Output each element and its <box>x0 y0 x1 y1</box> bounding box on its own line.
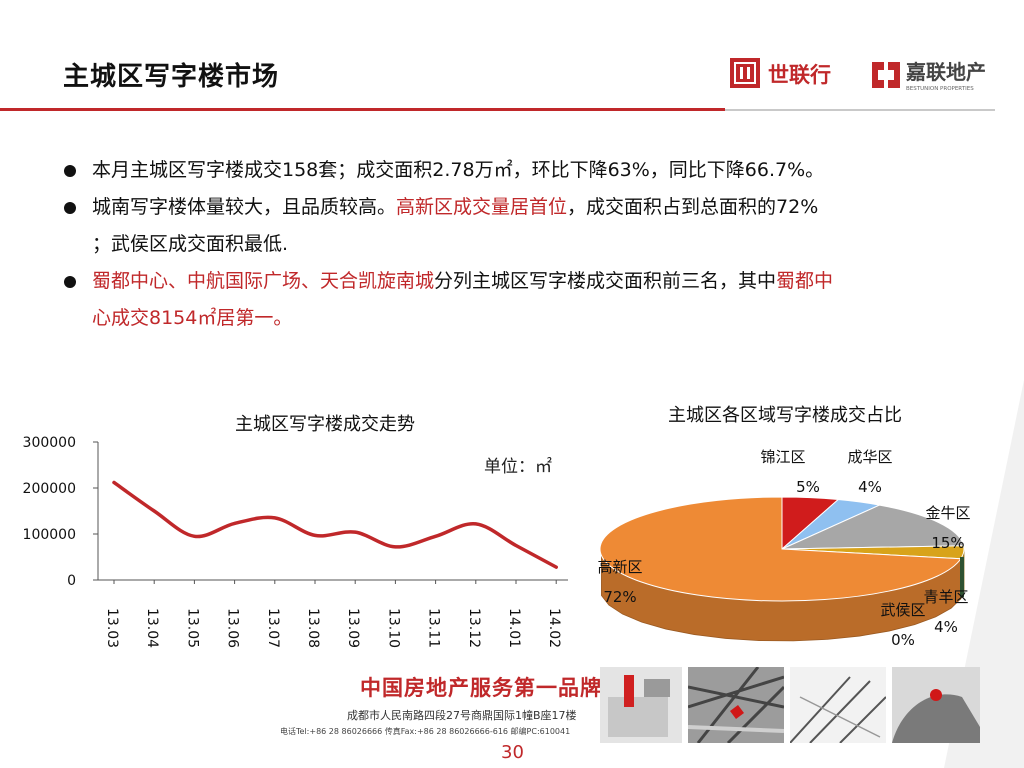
data-point <box>434 534 438 538</box>
bullet-3-highlight-projects: 蜀都中心、中航国际广场、天合凯旋南城 <box>92 270 435 292</box>
bullet-2: 城南写字楼体量较大，且品质较高。高新区成交量居首位，成交面积占到总面积的72% ；… <box>62 189 992 263</box>
bullet-2-text-a: 城南写字楼体量较大，且品质较高。 <box>92 196 397 218</box>
pie-chart-title: 主城区各区域写字楼成交占比 <box>668 405 902 426</box>
y-tick-label: 200000 <box>23 481 76 497</box>
data-point <box>112 480 116 484</box>
footer-photo-drawing <box>790 667 886 743</box>
slide-title: 主城区写字楼市场 <box>63 62 280 92</box>
x-tick-label: 13.07 <box>265 608 281 648</box>
x-tick-label: 13.04 <box>144 608 160 648</box>
line-chart-unit: 单位：㎡ <box>484 457 552 477</box>
pie-pct: 72% <box>603 588 636 606</box>
summary-bullets: 本月主城区写字楼成交158套；成交面积2.78万㎡，环比下降63%，同比下降66… <box>62 152 992 337</box>
x-tick-label: 13.06 <box>225 608 241 648</box>
page-number: 30 <box>501 742 524 763</box>
bullet-3-text-b: 分列主城区写字楼成交面积前三名，其中 <box>434 270 777 292</box>
pie-label: 锦江区 <box>760 448 805 466</box>
bullet-3-highlight-shudu: 蜀都中 <box>776 270 834 292</box>
x-tick-label: 13.12 <box>466 608 482 648</box>
footer-address: 成都市人民南路四段27号商鼎国际1幢B座17楼 <box>347 709 577 722</box>
data-point <box>474 522 478 526</box>
pie-label: 高新区 <box>597 558 642 576</box>
y-tick-label: 100000 <box>23 527 76 543</box>
svg-text:嘉联地产: 嘉联地产 <box>905 60 986 84</box>
pie-label: 青羊区 <box>923 588 968 606</box>
bullet-2-text-d: ；武侯区成交面积最低. <box>92 233 289 255</box>
data-point <box>313 533 317 537</box>
pie-pct: 0% <box>891 631 915 649</box>
pie-slice-高新区 <box>599 496 962 602</box>
bullet-2-highlight: 高新区成交量居首位 <box>396 196 568 218</box>
data-point <box>514 544 518 547</box>
bullet-2-text-c: ，成交面积占到总面积的72% <box>567 196 819 218</box>
footer-contact: 电话Tel:+86 28 86026666 传真Fax:+86 28 86026… <box>280 727 571 736</box>
footer-photo-map <box>688 667 784 743</box>
footer-photo-hand <box>892 667 980 743</box>
x-tick-label: 13.09 <box>345 608 361 648</box>
jialian-logo: 嘉联地产 BESTUNION PROPERTIES <box>872 60 986 92</box>
footer-slogan: 中国房地产服务第一品牌 <box>360 676 602 700</box>
pie-label: 武侯区 <box>880 601 925 619</box>
svg-text:世联行: 世联行 <box>768 63 831 87</box>
data-point <box>393 545 397 549</box>
data-point <box>152 509 156 513</box>
bullet-dot <box>64 276 76 288</box>
pie-label: 金牛区 <box>925 504 970 522</box>
data-point <box>192 534 196 538</box>
y-tick-label: 0 <box>67 573 76 589</box>
x-tick-label: 13.08 <box>305 608 321 648</box>
bullet-1: 本月主城区写字楼成交158套；成交面积2.78万㎡，环比下降63%，同比下降66… <box>62 152 992 189</box>
bullet-1-text: 本月主城区写字楼成交158套；成交面积2.78万㎡，环比下降63%，同比下降66… <box>92 159 825 181</box>
bullet-dot <box>64 165 76 177</box>
data-point <box>353 530 357 534</box>
x-tick-label: 13.03 <box>104 608 120 648</box>
bullet-3: 蜀都中心、中航国际广场、天合凯旋南城分列主城区写字楼成交面积前三名，其中蜀都中心… <box>62 263 992 337</box>
footer-photo-desk <box>600 667 682 743</box>
pie-pct: 4% <box>934 618 958 636</box>
pie-pct: 5% <box>796 478 820 496</box>
data-point <box>233 521 237 525</box>
line-chart-title: 主城区写字楼成交走势 <box>235 414 415 435</box>
x-tick-label: 14.02 <box>546 608 562 648</box>
pie-label: 成华区 <box>847 448 892 466</box>
svg-text:BESTUNION PROPERTIES: BESTUNION PROPERTIES <box>906 86 974 92</box>
x-tick-label: 13.11 <box>426 608 442 648</box>
y-tick-label: 300000 <box>23 435 76 451</box>
pie-chart: 高新区 72% 锦江区 5% 成华区 4% 金牛区 15% 青羊区 4% 武侯区 0% <box>597 448 970 649</box>
pie-pct: 4% <box>858 478 882 496</box>
bullet-3-highlight-shudu-cont: 心成交8154㎡居第一。 <box>92 307 293 329</box>
pie-slice-sliver <box>960 557 964 597</box>
x-tick-label: 14.01 <box>506 608 522 648</box>
shilianhang-logo: 世联行 <box>730 58 831 88</box>
title-underline-grey <box>725 109 995 111</box>
bullet-dot <box>64 202 76 214</box>
series-line <box>112 480 558 569</box>
title-underline <box>0 108 725 111</box>
data-point <box>554 565 558 569</box>
x-tick-label: 13.05 <box>184 608 200 648</box>
line-chart: 300000 200000 100000 0 13.03 13.04 13.05 13.06 1… <box>23 435 568 648</box>
x-tick-label: 13.10 <box>385 608 401 648</box>
pie-slice-金牛区 <box>781 504 965 550</box>
data-point <box>273 516 277 520</box>
pie-pct: 15% <box>931 534 964 552</box>
